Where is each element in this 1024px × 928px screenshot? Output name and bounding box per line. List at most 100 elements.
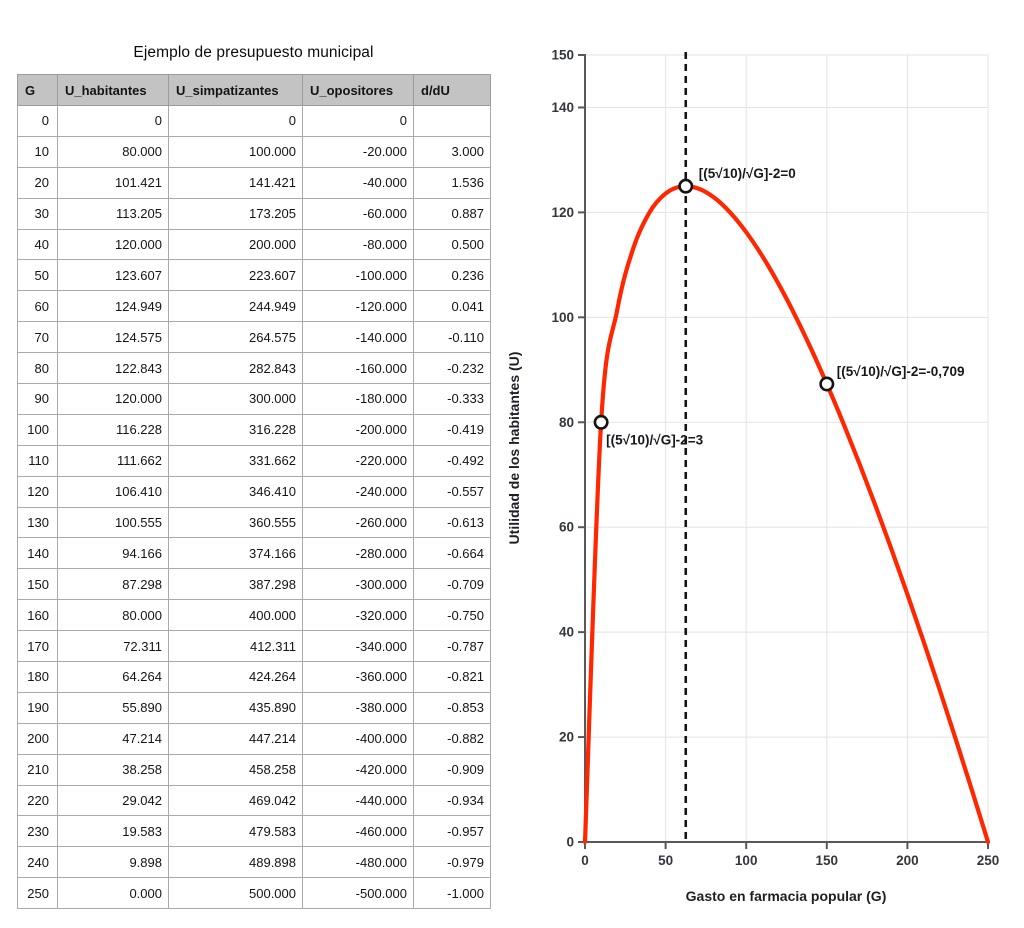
table-cell: 19.583	[57, 815, 169, 848]
table-cell: 50	[17, 259, 58, 292]
y-tick-label: 40	[559, 625, 574, 640]
table-cell: 120.000	[57, 228, 169, 261]
table-cell: 412.311	[168, 630, 303, 663]
table-cell: 123.607	[57, 259, 169, 292]
table-cell: 130	[17, 506, 58, 539]
x-axis-title: Gasto en farmacia popular (G)	[686, 888, 887, 904]
table-cell: 346.410	[168, 475, 303, 508]
y-axis-title: Utilidad de los habitantes (U)	[506, 352, 522, 545]
table-row: 200 47.214 447.214 -400.000 -0.882	[17, 722, 491, 755]
table-cell: 0.041	[413, 290, 491, 323]
table-cell: 360.555	[168, 506, 303, 539]
table-cell: -0.957	[413, 815, 491, 848]
table-cell: 101.421	[57, 166, 169, 199]
table-cell: 230	[17, 815, 58, 848]
table-title: Ejemplo de presupuesto municipal	[133, 44, 374, 61]
table-row: 120 106.410 346.410 -240.000 -0.557	[17, 475, 491, 508]
table-row: 170 72.311 412.311 -340.000 -0.787	[17, 630, 491, 663]
table-cell: 9.898	[57, 846, 169, 879]
table-cell: 160	[17, 599, 58, 632]
table-row: 80 122.843 282.843 -160.000 -0.232	[17, 352, 491, 385]
table-cell: 47.214	[57, 722, 169, 755]
table-cell: 72.311	[57, 630, 169, 663]
table-row: 140 94.166 374.166 -280.000 -0.664	[17, 537, 491, 570]
table-cell: 100.555	[57, 506, 169, 539]
table-cell: 141.421	[168, 166, 303, 199]
table-cell: -180.000	[302, 383, 414, 415]
table-row: 160 80.000 400.000 -320.000 -0.750	[17, 599, 491, 632]
x-tick-label: 100	[735, 853, 758, 868]
marker-annotation: [(5√10)/√G]-2=-0,709	[837, 364, 965, 379]
table-cell: -80.000	[302, 228, 414, 261]
table-cell: -0.750	[413, 599, 491, 632]
table-row: 60 124.949 244.949 -120.000 0.041	[17, 290, 491, 323]
table-cell: 173.205	[168, 197, 303, 230]
table-row: 70 124.575 264.575 -140.000 -0.110	[17, 321, 491, 354]
table-cell: 316.228	[168, 413, 303, 446]
table-cell: 489.898	[168, 846, 303, 879]
table-cell: 387.298	[168, 568, 303, 601]
y-tick-label: 100	[551, 310, 574, 325]
column-header: G	[17, 74, 58, 106]
table-cell: 0.887	[413, 197, 491, 230]
table-row: 20 101.421 141.421 -40.000 1.536	[17, 166, 491, 199]
table-cell: 120	[17, 475, 58, 508]
table-cell: 70	[17, 321, 58, 354]
table-cell: -500.000	[302, 877, 414, 910]
table-cell: 38.258	[57, 753, 169, 786]
table-cell: 55.890	[57, 691, 169, 724]
table-cell: 170	[17, 630, 58, 663]
chart-section: 0 20 40 60 80 100 120 140 150 0 50 100 150 200 250 [(5√…	[504, 0, 1024, 928]
table-header-row: G U_habitantes U_simpatizantes U_opositores…	[17, 74, 491, 106]
table-row: 240 9.898 489.898 -480.000 -0.979	[17, 846, 491, 879]
table-cell: -160.000	[302, 352, 414, 385]
table-cell: -40.000	[302, 166, 414, 199]
table-cell: 90	[17, 383, 58, 415]
table-cell: -220.000	[302, 444, 414, 477]
table-cell: -0.709	[413, 568, 491, 601]
table-cell: 0.500	[413, 228, 491, 261]
y-tick-label: 140	[551, 100, 574, 115]
utility-curve	[582, 184, 991, 845]
table-cell: -280.000	[302, 537, 414, 570]
table-cell: 100.000	[168, 135, 303, 168]
table-row: 250 0.000 500.000 -500.000 -1.000	[17, 877, 491, 910]
chart-svg: 0 20 40 60 80 100 120 140 150 0 50 100 150 200 250 [(5√…	[506, 48, 999, 905]
table-cell: -0.934	[413, 784, 491, 817]
table-cell: 244.949	[168, 290, 303, 323]
table-cell: 264.575	[168, 321, 303, 354]
table-cell: 220	[17, 784, 58, 817]
table-cell: 111.662	[57, 444, 169, 477]
table-cell: 0	[302, 105, 414, 137]
column-header: d/dU	[413, 74, 491, 106]
table-cell: -340.000	[302, 630, 414, 663]
y-tick-label: 60	[559, 520, 574, 535]
table-cell: 29.042	[57, 784, 169, 817]
table-cell: -0.979	[413, 846, 491, 879]
table-cell: -440.000	[302, 784, 414, 817]
table-cell: -240.000	[302, 475, 414, 508]
table-cell: 120.000	[57, 383, 169, 415]
table-row: 180 64.264 424.264 -360.000 -0.821	[17, 661, 491, 693]
table-cell: 210	[17, 753, 58, 786]
table-cell: -1.000	[413, 877, 491, 910]
table-cell: -200.000	[302, 413, 414, 446]
column-header: U_simpatizantes	[168, 74, 303, 106]
table-cell: 80.000	[57, 135, 169, 168]
table-cell: 0	[168, 105, 303, 137]
table-row: 210 38.258 458.258 -420.000 -0.909	[17, 753, 491, 786]
table-cell: 500.000	[168, 877, 303, 910]
table-row: 40 120.000 200.000 -80.000 0.500	[17, 228, 491, 261]
table-cell: -300.000	[302, 568, 414, 601]
table-row: 100 116.228 316.228 -200.000 -0.419	[17, 413, 491, 446]
table-row: 230 19.583 479.583 -460.000 -0.957	[17, 815, 491, 848]
table-row: 10 80.000 100.000 -20.000 3.000	[17, 135, 491, 168]
table-cell: -0.333	[413, 383, 491, 415]
table-cell: -460.000	[302, 815, 414, 848]
y-tick-label: 150	[551, 48, 574, 63]
table-cell: 0	[17, 105, 58, 137]
table-cell: 122.843	[57, 352, 169, 385]
table-cell: -420.000	[302, 753, 414, 786]
